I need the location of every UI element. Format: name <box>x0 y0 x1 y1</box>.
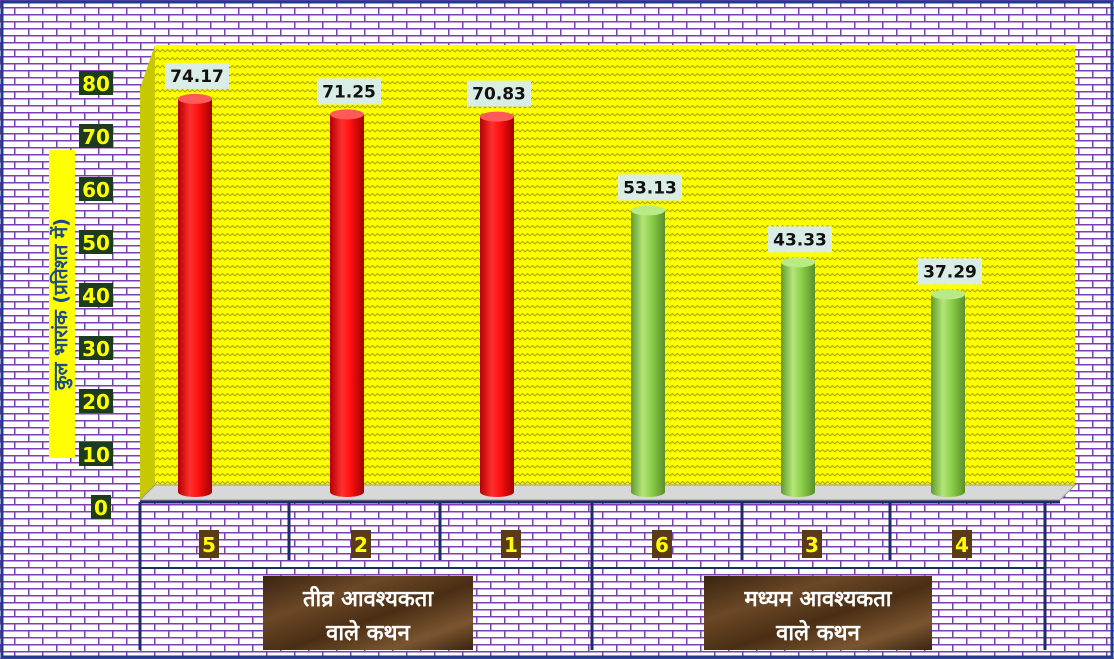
value-label-box <box>918 258 982 285</box>
y-tick-label: 20 <box>82 390 110 414</box>
category-label-box <box>652 530 672 558</box>
category-label: 4 <box>955 533 969 557</box>
bar <box>178 93 212 497</box>
category-label-box <box>351 530 371 558</box>
value-label: 70.83 <box>472 85 526 105</box>
category-label: 1 <box>504 533 518 557</box>
category-label: 6 <box>655 533 669 557</box>
bar <box>330 109 364 497</box>
plot-side-wall <box>140 45 155 500</box>
category-label-box <box>501 530 521 558</box>
y-tick-label: 0 <box>94 496 108 520</box>
category-label-box <box>802 530 822 558</box>
bar <box>931 289 965 497</box>
value-label-box <box>768 226 832 253</box>
y-tick-label: 10 <box>82 443 110 467</box>
group-label-box <box>263 576 473 650</box>
category-label: 3 <box>805 533 819 557</box>
category-label-box <box>199 530 219 558</box>
value-label-box <box>467 80 531 107</box>
group-label-line2: वाले कथन <box>325 619 410 646</box>
y-tick-label: 40 <box>82 284 110 308</box>
value-label: 37.29 <box>923 262 977 282</box>
y-tick-label: 30 <box>82 337 110 361</box>
bar <box>781 257 815 497</box>
y-tick-label: 80 <box>82 72 110 96</box>
value-label: 43.33 <box>773 230 827 250</box>
plot-floor <box>138 484 1077 501</box>
y-tick-label: 50 <box>82 231 110 255</box>
bar <box>631 205 665 497</box>
category-label-box <box>952 530 972 558</box>
value-label: 74.17 <box>170 67 224 87</box>
y-axis-title: कुल भारांक (प्रतिशत में) <box>49 150 75 458</box>
bar <box>480 111 514 497</box>
category-label: 2 <box>354 533 368 557</box>
y-tick-box <box>79 124 113 148</box>
y-tick-box <box>79 230 113 254</box>
value-label-box <box>317 78 381 105</box>
value-label-box <box>165 62 229 89</box>
y-tick-label: 70 <box>82 125 110 149</box>
value-label: 71.25 <box>322 82 376 102</box>
value-label-box <box>618 174 682 201</box>
y-tick-box <box>79 389 113 413</box>
group-label-line1: तीव्र आवश्यकता <box>302 585 434 612</box>
group-label-line1: मध्यम आवश्यकता <box>744 587 893 612</box>
y-tick-box <box>79 442 113 466</box>
y-tick-box <box>91 495 111 519</box>
y-axis-title-text: कुल भारांक (प्रतिशत में) <box>49 218 73 391</box>
y-tick-box <box>79 283 113 307</box>
group-label-box <box>704 576 932 650</box>
y-tick-box <box>79 177 113 201</box>
y-tick-label: 60 <box>82 178 110 202</box>
category-label: 5 <box>202 533 216 557</box>
group-label-line2: वाले कथन <box>775 619 860 646</box>
y-tick-box <box>79 336 113 360</box>
value-label: 53.13 <box>623 178 677 198</box>
y-tick-box <box>79 71 113 95</box>
